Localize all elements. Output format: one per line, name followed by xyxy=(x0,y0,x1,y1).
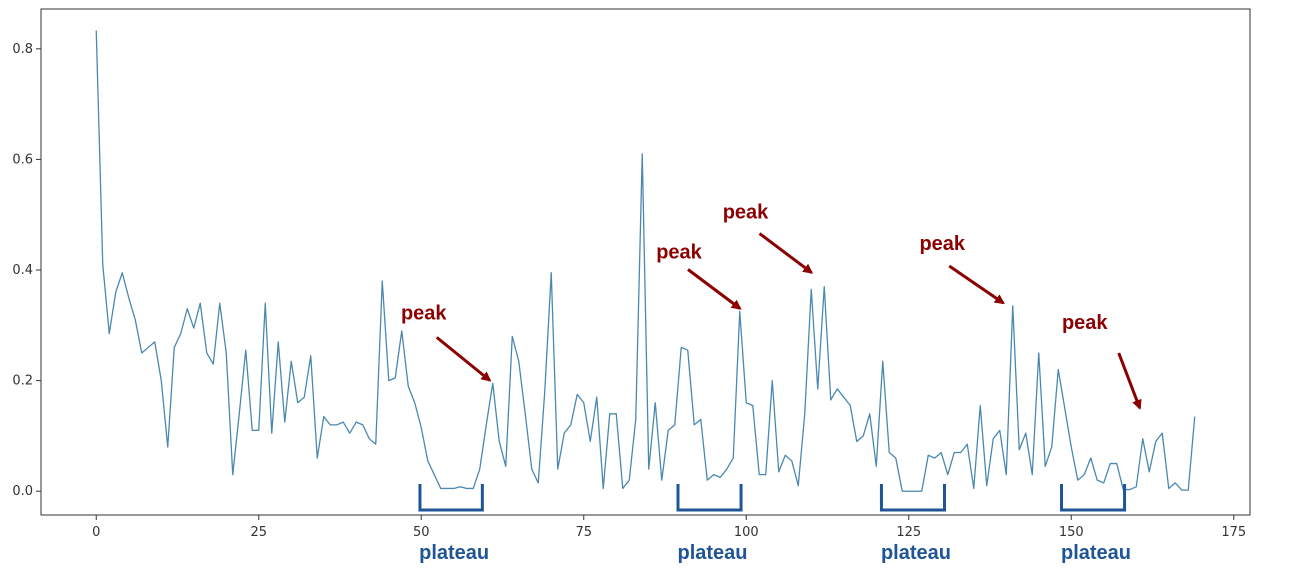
peak-label: peak xyxy=(1062,312,1108,334)
x-axis: 0 25 50 75 100 125 150 175 xyxy=(92,515,1246,540)
y-tick-label: 0.2 xyxy=(12,374,33,389)
plateau-bracket xyxy=(879,484,946,512)
y-tick-label: 0.0 xyxy=(12,484,33,499)
y-tick-label: 0.6 xyxy=(12,152,33,167)
plot-area xyxy=(40,8,1251,516)
x-tick-label: 175 xyxy=(1221,525,1246,540)
x-tick-label: 150 xyxy=(1059,525,1084,540)
plateau-bracket xyxy=(418,484,484,512)
x-tick-label: 125 xyxy=(896,525,921,540)
y-tick-label: 0.4 xyxy=(12,263,33,278)
peak-label: peak xyxy=(401,302,447,324)
peak-arrow xyxy=(687,268,742,310)
peak-arrow xyxy=(435,336,492,382)
plateau-label: plateau xyxy=(678,542,748,564)
plateau-bracket xyxy=(676,484,743,512)
peak-arrow xyxy=(1117,352,1142,410)
annotation-layer: peak peak peak peak peak plateau plateau platea… xyxy=(401,202,1142,564)
peak-label: peak xyxy=(656,241,702,263)
x-tick-label: 0 xyxy=(92,525,100,540)
x-tick-label: 75 xyxy=(575,525,592,540)
peak-label: peak xyxy=(919,233,965,255)
y-axis: 0.0 0.2 0.4 0.6 0.8 xyxy=(12,42,41,499)
plateau-label: plateau xyxy=(1061,542,1131,564)
plateau-label: plateau xyxy=(881,542,951,564)
plateau-label: plateau xyxy=(419,542,489,564)
peak-arrow xyxy=(948,264,1005,305)
x-tick-label: 25 xyxy=(250,525,267,540)
series-layer xyxy=(95,30,1196,492)
plot-border xyxy=(40,8,1251,516)
y-tick-label: 0.8 xyxy=(12,42,33,57)
peak-label: peak xyxy=(723,202,769,224)
plateau-bracket xyxy=(1060,484,1127,512)
series-line xyxy=(95,30,1196,492)
peak-arrow xyxy=(758,232,814,274)
x-tick-label: 100 xyxy=(734,525,759,540)
x-tick-label: 50 xyxy=(413,525,430,540)
